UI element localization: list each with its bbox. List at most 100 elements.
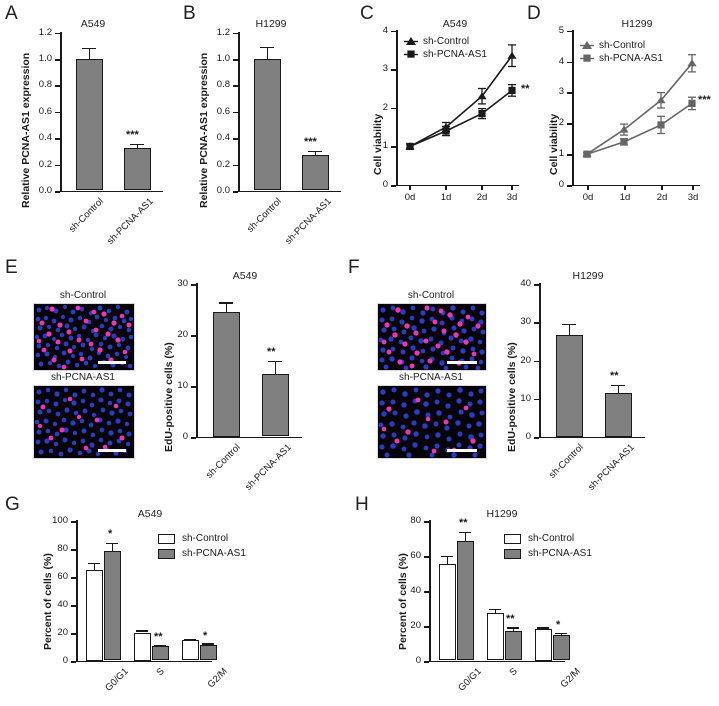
errorbar-cap <box>202 643 214 645</box>
panel-g-title: A549 <box>137 508 163 520</box>
panel-e-ytick-0: 0 <box>182 431 188 442</box>
panel-e-x-axis <box>196 436 302 439</box>
panel-f-xtick-knockdown: sh-PCNA-AS1 <box>586 442 637 493</box>
tickmark <box>391 107 396 110</box>
tickmark <box>409 185 411 190</box>
panel-e-ytick-1: 10 <box>177 380 188 391</box>
panel-a-xtick-knockdown: sh-PCNA-AS1 <box>105 196 156 247</box>
errorbar-cap <box>562 323 576 325</box>
panel-g-significance-g2m: * <box>203 630 208 642</box>
panel-f-significance: ** <box>610 370 619 382</box>
errorbar <box>274 361 277 375</box>
panel-g-bar-control-g2m <box>182 640 199 661</box>
panel-d-xtick-1: 1d <box>619 192 631 203</box>
panel-c-ytick-3: 3 <box>382 63 388 75</box>
tickmark <box>191 437 196 439</box>
tickmark <box>191 386 196 388</box>
panel-c-title: A549 <box>442 18 468 30</box>
panel-f-ytick-0: 0 <box>525 431 531 442</box>
tickmark <box>233 32 238 35</box>
panel-b-y-axis <box>238 32 240 192</box>
tickmark <box>391 30 396 33</box>
panel-f-micrograph-knockdown <box>377 385 487 459</box>
errorbar <box>617 384 620 393</box>
panel-h-xtick-s: S <box>507 666 520 679</box>
tickmark <box>55 191 60 193</box>
panel-a-ytick-1: 0.2 <box>38 158 52 170</box>
tickmark <box>534 398 539 401</box>
errorbar <box>568 323 571 336</box>
panel-f-image-caption-knockdown: sh-PCNA-AS1 <box>399 372 463 383</box>
panel-g-bar-knockdown-g2m <box>200 645 217 661</box>
tickmark <box>71 661 76 663</box>
panel-g-bar-knockdown-g0g1 <box>104 551 121 661</box>
panel-h-bar-knockdown-g0g1 <box>457 540 474 661</box>
panel-b-xtick-knockdown: sh-PCNA-AS1 <box>283 196 334 247</box>
panel-h-y-axis <box>429 520 431 662</box>
panel-g-significance-s: ** <box>154 631 163 643</box>
panel-b-title: H1299 <box>255 18 287 30</box>
panel-h-significance-g2m: * <box>556 619 561 631</box>
errorbar-cap <box>441 555 453 557</box>
panel-a-ytick-3: 0.6 <box>38 105 52 117</box>
panel-g-xtick-g0g1: G0/G1 <box>103 666 131 694</box>
tickmark <box>567 61 572 64</box>
panel-h-legend-control: sh-Control <box>528 533 575 544</box>
panel-a-ytick-6: 1.2 <box>38 26 52 38</box>
errorbar-cap <box>219 302 233 304</box>
panel-g-y-axis <box>76 520 78 662</box>
panel-e-micrograph-control <box>33 303 135 371</box>
panel-g-legend-knockdown: sh-PCNA-AS1 <box>182 548 246 559</box>
panel-h-xtick-g2m: G2/M <box>558 666 583 691</box>
tickmark <box>71 577 76 579</box>
panel-label-h: H <box>355 494 369 515</box>
panel-a-xtick-control: sh-Control <box>67 196 106 235</box>
tickmark <box>424 521 429 523</box>
panel-h-title: H1299 <box>486 508 518 520</box>
tickmark <box>534 437 539 439</box>
panel-h-ylabel: Percent of cells (%) <box>397 553 409 650</box>
errorbar <box>93 562 96 570</box>
panel-h-x-axis <box>429 660 565 663</box>
panel-g-xtick-s: S <box>154 666 167 679</box>
tickmark <box>391 69 396 71</box>
panel-a-ytick-4: 0.8 <box>38 79 52 91</box>
tickmark <box>71 521 76 523</box>
panel-h-ytick-4: 80 <box>410 515 421 526</box>
tickmark <box>511 185 513 190</box>
panel-c-xtick-3: 3d <box>506 192 518 203</box>
panel-d-ytick-0: 0 <box>558 179 564 190</box>
panel-d-legend-control: sh-Control <box>599 40 646 51</box>
panel-d-significance: *** <box>698 94 711 106</box>
tickmark <box>661 185 663 190</box>
tickmark <box>233 138 238 140</box>
panel-b-ytick-4: 0.8 <box>216 79 230 91</box>
panel-d-title: H1299 <box>621 18 653 30</box>
panel-a-ytick-5: 1.0 <box>38 53 52 64</box>
edu-staining-image <box>378 304 486 370</box>
panel-b-xtick-control: sh-Control <box>245 196 284 235</box>
panel-f-ytick-2: 20 <box>520 354 531 366</box>
tickmark <box>191 335 196 337</box>
panel-c-significance: ** <box>521 83 530 95</box>
edu-staining-image <box>34 386 134 458</box>
panel-f-bar-knockdown <box>605 392 632 437</box>
panel-f-xtick-control: sh-Control <box>547 442 586 481</box>
panel-e-ytick-3: 30 <box>177 278 188 289</box>
panel-b-bar-control <box>254 58 281 191</box>
scale-bar <box>98 361 126 364</box>
errorbar-cap <box>184 638 196 640</box>
tickmark <box>71 605 76 607</box>
tickmark <box>481 185 483 190</box>
panel-d-xtick-3: 3d <box>687 192 699 203</box>
errorbar-cap <box>130 143 144 146</box>
panel-a-title: A549 <box>80 18 106 30</box>
panel-label-c: C <box>360 3 374 24</box>
tickmark <box>424 556 429 558</box>
tickmark <box>445 185 447 190</box>
panel-h-significance-g0g1: ** <box>459 517 468 529</box>
errorbar <box>446 555 449 565</box>
panel-e-title: A549 <box>232 270 258 282</box>
panel-g-x-axis <box>76 660 212 663</box>
panel-e-ytick-2: 20 <box>177 329 188 340</box>
